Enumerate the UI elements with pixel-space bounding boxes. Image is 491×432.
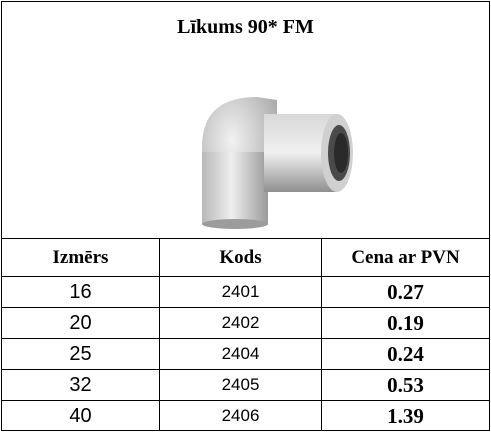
product-card: Līkums 90* FM Izmērs Kods Cena ar PVN 16… — [1, 1, 490, 431]
price-cell: 0.53 — [322, 370, 490, 401]
code-cell: 2401 — [160, 277, 322, 308]
column-header: Cena ar PVN — [322, 239, 490, 277]
column-header: Kods — [160, 239, 322, 277]
size-cell: 32 — [2, 370, 160, 401]
price-cell: 1.39 — [322, 401, 490, 432]
code-cell: 2405 — [160, 370, 322, 401]
column-header: Izmērs — [2, 239, 160, 277]
header-row: Izmērs Kods Cena ar PVN — [2, 239, 489, 277]
size-cell: 16 — [2, 277, 160, 308]
code-cell: 2402 — [160, 308, 322, 339]
price-cell: 0.27 — [322, 277, 490, 308]
product-image — [2, 52, 489, 232]
code-cell: 2406 — [160, 401, 322, 432]
price-cell: 0.24 — [322, 339, 490, 370]
title: Līkums 90* FM — [2, 16, 489, 39]
code-cell: 2404 — [160, 339, 322, 370]
price-cell: 0.19 — [322, 308, 490, 339]
page: {"header": {"title": "Līkums 90* FM"}, "… — [0, 0, 491, 432]
size-cell: 20 — [2, 308, 160, 339]
size-cell: 40 — [2, 401, 160, 432]
size-cell: 25 — [2, 339, 160, 370]
